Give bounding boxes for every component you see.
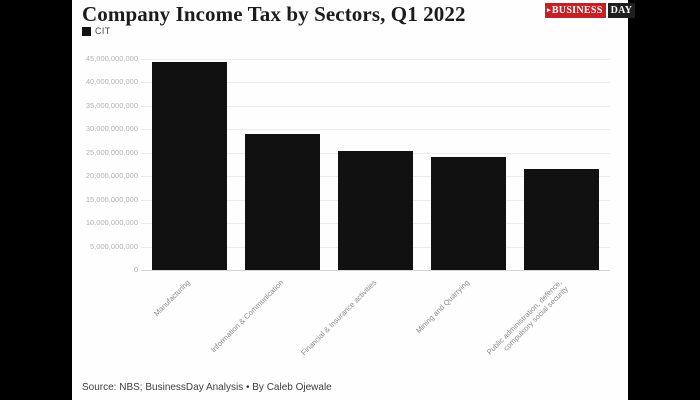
y-tick-label: 35,000,000,000 [85, 100, 138, 110]
bar-information-communication [245, 134, 320, 270]
bar-mining-and-quarrying [431, 156, 506, 270]
y-tick-label: 40,000,000,000 [85, 77, 138, 87]
y-tick-label: 15,000,000,000 [85, 194, 138, 204]
y-tick-label: 45,000,000,000 [85, 54, 138, 63]
x-category-label-text: Public administration, defence, compulsor… [485, 278, 571, 357]
y-tick-label: 25,000,000,000 [85, 147, 138, 157]
chart-legend: CIT [82, 26, 111, 36]
source-attribution: Source: NBS; BusinessDay Analysis • By C… [82, 382, 332, 393]
legend-label-cit: CIT [95, 26, 111, 36]
y-tick-label: 30,000,000,000 [85, 124, 138, 134]
logo-day-box: DAY [607, 3, 636, 18]
legend-swatch-cit [82, 26, 91, 36]
x-category-label-text: Financial & Insurance activities [298, 278, 378, 358]
logo-business-box: ▸ BUSINESS [545, 3, 606, 18]
bar-financial-insurance-activities [338, 151, 413, 270]
gridline [141, 129, 610, 131]
gridline [141, 105, 610, 107]
x-category-label-text: Manufacturing [151, 278, 192, 318]
right-black-border [628, 0, 700, 400]
plot-area: 0 5,000,000,000 10,000,000,000 15,000,000,0… [72, 0, 628, 400]
logo-day-text: DAY [610, 5, 633, 16]
y-tick-label: 5,000,000,000 [90, 241, 138, 251]
y-tick-label: 10,000,000,000 [85, 218, 138, 228]
left-black-border [0, 0, 72, 400]
logo-business-text: BUSINESS [551, 5, 603, 16]
gridline [141, 82, 610, 84]
x-axis-baseline [141, 270, 610, 271]
y-tick-label: 0 [133, 265, 138, 274]
chart-card: Company Income Tax by Sectors, Q1 2022 ▸… [72, 0, 636, 400]
bar-public-administration-defence-compulsory-social-security [524, 169, 599, 270]
x-category-label-text: Mining and Quarrying [413, 278, 471, 336]
logo-arrow-icon: ▸ [547, 6, 551, 14]
gridline [141, 59, 610, 60]
x-category-label-text: Information & Communication [208, 278, 285, 355]
bar-manufacturing [152, 61, 227, 270]
businessday-logo: ▸ BUSINESS DAY [545, 3, 636, 18]
chart-title: Company Income Tax by Sectors, Q1 2022 [82, 2, 466, 26]
y-tick-label: 20,000,000,000 [85, 171, 138, 181]
